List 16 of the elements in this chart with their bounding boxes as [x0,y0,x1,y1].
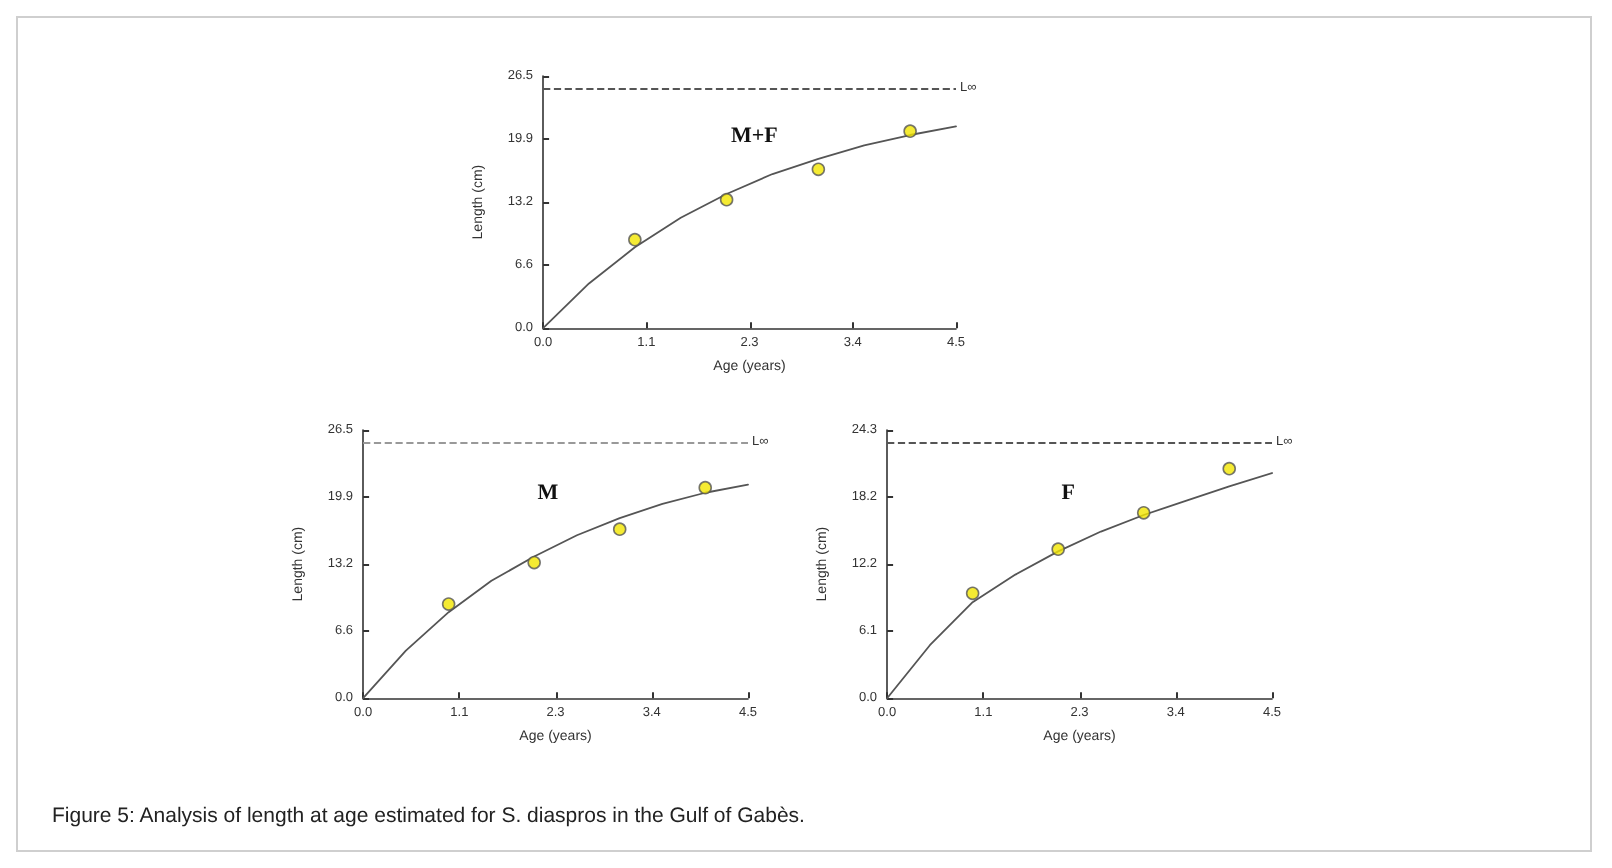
point [1222,461,1237,476]
caption: Figure 5: Analysis of length at age estimated for S. diaspros in the Gulf of Gabès. [52,804,805,828]
point [628,232,642,247]
point [612,522,627,536]
point [719,192,734,207]
point [903,124,917,138]
point [441,597,456,611]
text: M [537,480,560,505]
point [811,162,826,177]
text: M+F [730,124,779,149]
point [1136,505,1151,520]
text: F [1061,480,1076,505]
point [1051,542,1065,556]
point [527,555,541,570]
point [965,586,980,601]
point [698,480,713,495]
